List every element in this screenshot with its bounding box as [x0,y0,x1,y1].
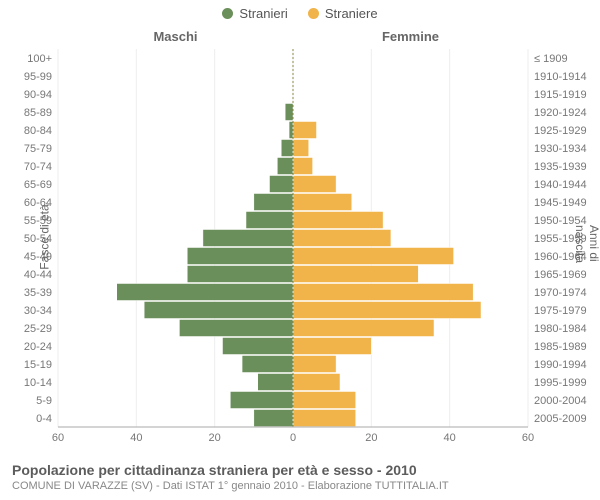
bar-male [277,158,293,175]
bar-female [293,302,481,319]
age-band-label: 40-44 [24,269,52,281]
bar-female [293,212,383,229]
axis-label-right: Anni di nascita [573,225,600,263]
birth-band-label: 1970-1974 [534,287,587,299]
legend-female: Straniere [308,6,378,21]
bar-female [293,176,336,193]
age-band-label: 85-89 [24,107,52,119]
x-tick: 60 [522,432,534,444]
birth-band-label: 1990-1994 [534,359,587,371]
age-band-label: 20-24 [24,341,52,353]
age-band-label: 0-4 [36,413,52,425]
bar-male [254,410,293,427]
col-title-right: Femmine [382,29,439,44]
age-band-label: 95-99 [24,71,52,83]
swatch-male [222,8,233,19]
bar-female [293,230,391,247]
birth-band-label: 1965-1969 [534,269,587,281]
age-band-label: 30-34 [24,305,52,317]
birth-band-label: 1910-1914 [534,71,587,83]
birth-band-label: 1995-1999 [534,377,587,389]
legend: Stranieri Straniere [0,0,600,21]
age-band-label: 25-29 [24,323,52,335]
bar-female [293,392,356,409]
bar-female [293,194,352,211]
bar-female [293,356,336,373]
bar-female [293,140,309,157]
legend-female-label: Straniere [325,6,378,21]
bar-female [293,284,473,301]
age-band-label: 35-39 [24,287,52,299]
legend-male: Stranieri [222,6,287,21]
x-tick: 0 [290,432,296,444]
bar-female [293,158,313,175]
x-tick: 40 [444,432,456,444]
birth-band-label: 1915-1919 [534,89,587,101]
bar-male [270,176,294,193]
axis-label-left: Fasce di età [38,204,52,269]
swatch-female [308,8,319,19]
bar-male [223,338,294,355]
footer: Popolazione per cittadinanza straniera p… [12,462,588,492]
birth-band-label: 1940-1944 [534,179,587,191]
bar-female [293,374,340,391]
age-band-label: 70-74 [24,161,52,173]
birth-band-label: 1935-1939 [534,161,587,173]
bar-male [242,356,293,373]
birth-band-label: 1930-1934 [534,143,587,155]
birth-band-label: 2000-2004 [534,395,587,407]
bar-male [179,320,293,337]
birth-band-label: 1975-1979 [534,305,587,317]
bar-male [281,140,293,157]
bar-male [246,212,293,229]
bar-female [293,320,434,337]
x-tick: 20 [365,432,377,444]
pyramid-chart: 60402002040600-42005-20095-92000-200410-… [58,25,600,447]
age-band-label: 80-84 [24,125,52,137]
bar-female [293,410,356,427]
x-tick: 20 [209,432,221,444]
birth-band-label: 1980-1984 [534,323,587,335]
bar-male [203,230,293,247]
birth-band-label: 2005-2009 [534,413,587,425]
age-band-label: 75-79 [24,143,52,155]
footer-subtitle: COMUNE DI VARAZZE (SV) - Dati ISTAT 1° g… [12,480,588,492]
age-band-label: 5-9 [36,395,52,407]
bar-male [258,374,293,391]
birth-band-label: ≤ 1909 [534,53,568,65]
age-band-label: 65-69 [24,179,52,191]
bar-male [117,284,293,301]
bar-male [187,266,293,283]
birth-band-label: 1920-1924 [534,107,587,119]
bar-female [293,266,418,283]
bar-male [289,122,293,139]
chart-svg: 60402002040600-42005-20095-92000-200410-… [58,25,528,447]
age-band-label: 10-14 [24,377,52,389]
bar-female [293,122,317,139]
bar-male [144,302,293,319]
bar-male [230,392,293,409]
bar-male [254,194,293,211]
birth-band-label: 1985-1989 [534,341,587,353]
age-band-label: 90-94 [24,89,52,101]
legend-male-label: Stranieri [239,6,287,21]
birth-band-label: 1945-1949 [534,197,587,209]
bar-female [293,338,371,355]
bar-male [187,248,293,265]
bar-female [293,248,454,265]
x-tick: 60 [52,432,64,444]
x-tick: 40 [130,432,142,444]
age-band-label: 15-19 [24,359,52,371]
bar-male [285,104,293,121]
col-title-left: Maschi [153,29,197,44]
age-band-label: 100+ [27,53,52,65]
footer-title: Popolazione per cittadinanza straniera p… [12,462,588,478]
birth-band-label: 1925-1929 [534,125,587,137]
